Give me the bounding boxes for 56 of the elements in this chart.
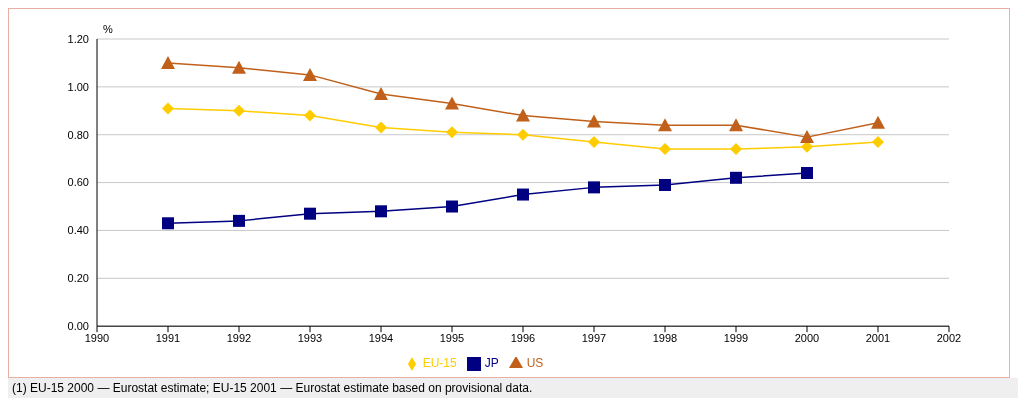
point: [588, 181, 600, 194]
point: [729, 118, 743, 132]
x-tick-label: 1998: [652, 331, 678, 344]
point: [730, 171, 742, 184]
x-tick-label: 1991: [155, 331, 181, 344]
point: [516, 108, 530, 122]
point: [303, 67, 317, 81]
y-tick-label: 1.00: [67, 80, 89, 93]
point: [161, 55, 175, 69]
point: [517, 188, 529, 201]
point: [872, 135, 884, 148]
point: [445, 96, 459, 110]
legend-label: JP: [484, 356, 499, 371]
y-tick-label: 0.00: [67, 320, 89, 333]
y-tick-label: 1.20: [67, 32, 89, 45]
x-tick-label: 2000: [794, 331, 820, 344]
legend-label: EU-15: [422, 356, 457, 371]
x-tick-label: 1995: [439, 331, 465, 344]
x-tick-label: 1992: [226, 331, 252, 344]
point: [446, 126, 458, 139]
point: [375, 205, 387, 218]
point: [588, 135, 600, 148]
point: [659, 178, 671, 191]
x-tick-label: 2001: [865, 331, 891, 344]
point: [659, 143, 671, 156]
point: [304, 109, 316, 122]
point: [730, 143, 742, 156]
x-tick-label: 1996: [510, 331, 536, 344]
point: [800, 130, 814, 144]
x-tick-label: 1999: [723, 331, 749, 344]
point: [587, 114, 601, 128]
point: [375, 121, 387, 134]
point: [162, 102, 174, 115]
y-axis-title: %: [103, 23, 113, 35]
y-tick-label: 0.20: [67, 272, 89, 285]
point: [304, 207, 316, 220]
x-tick-label: 1997: [581, 331, 607, 344]
x-tick-label: 2002: [936, 331, 962, 344]
text: (1) EU-15 2000 — Eurostat estimate; EU-15 2001 — Eurostat estimate based on provisional data.: [8, 378, 1018, 398]
point: [233, 104, 245, 117]
point: [871, 115, 885, 129]
point: [658, 118, 672, 132]
x-tick-label: 1993: [297, 331, 323, 344]
x-tick-label: 1994: [368, 331, 394, 344]
point: [374, 87, 388, 101]
point: [801, 167, 813, 180]
legend-label: US: [526, 356, 544, 371]
point: [232, 60, 246, 74]
point: [517, 128, 529, 141]
point: [162, 217, 174, 230]
y-tick-label: 0.40: [67, 224, 89, 237]
point: [446, 200, 458, 213]
point: [233, 214, 245, 227]
y-tick-label: 0.80: [67, 128, 89, 141]
x-tick-label: 1990: [84, 331, 110, 344]
y-tick-label: 0.60: [67, 176, 89, 189]
